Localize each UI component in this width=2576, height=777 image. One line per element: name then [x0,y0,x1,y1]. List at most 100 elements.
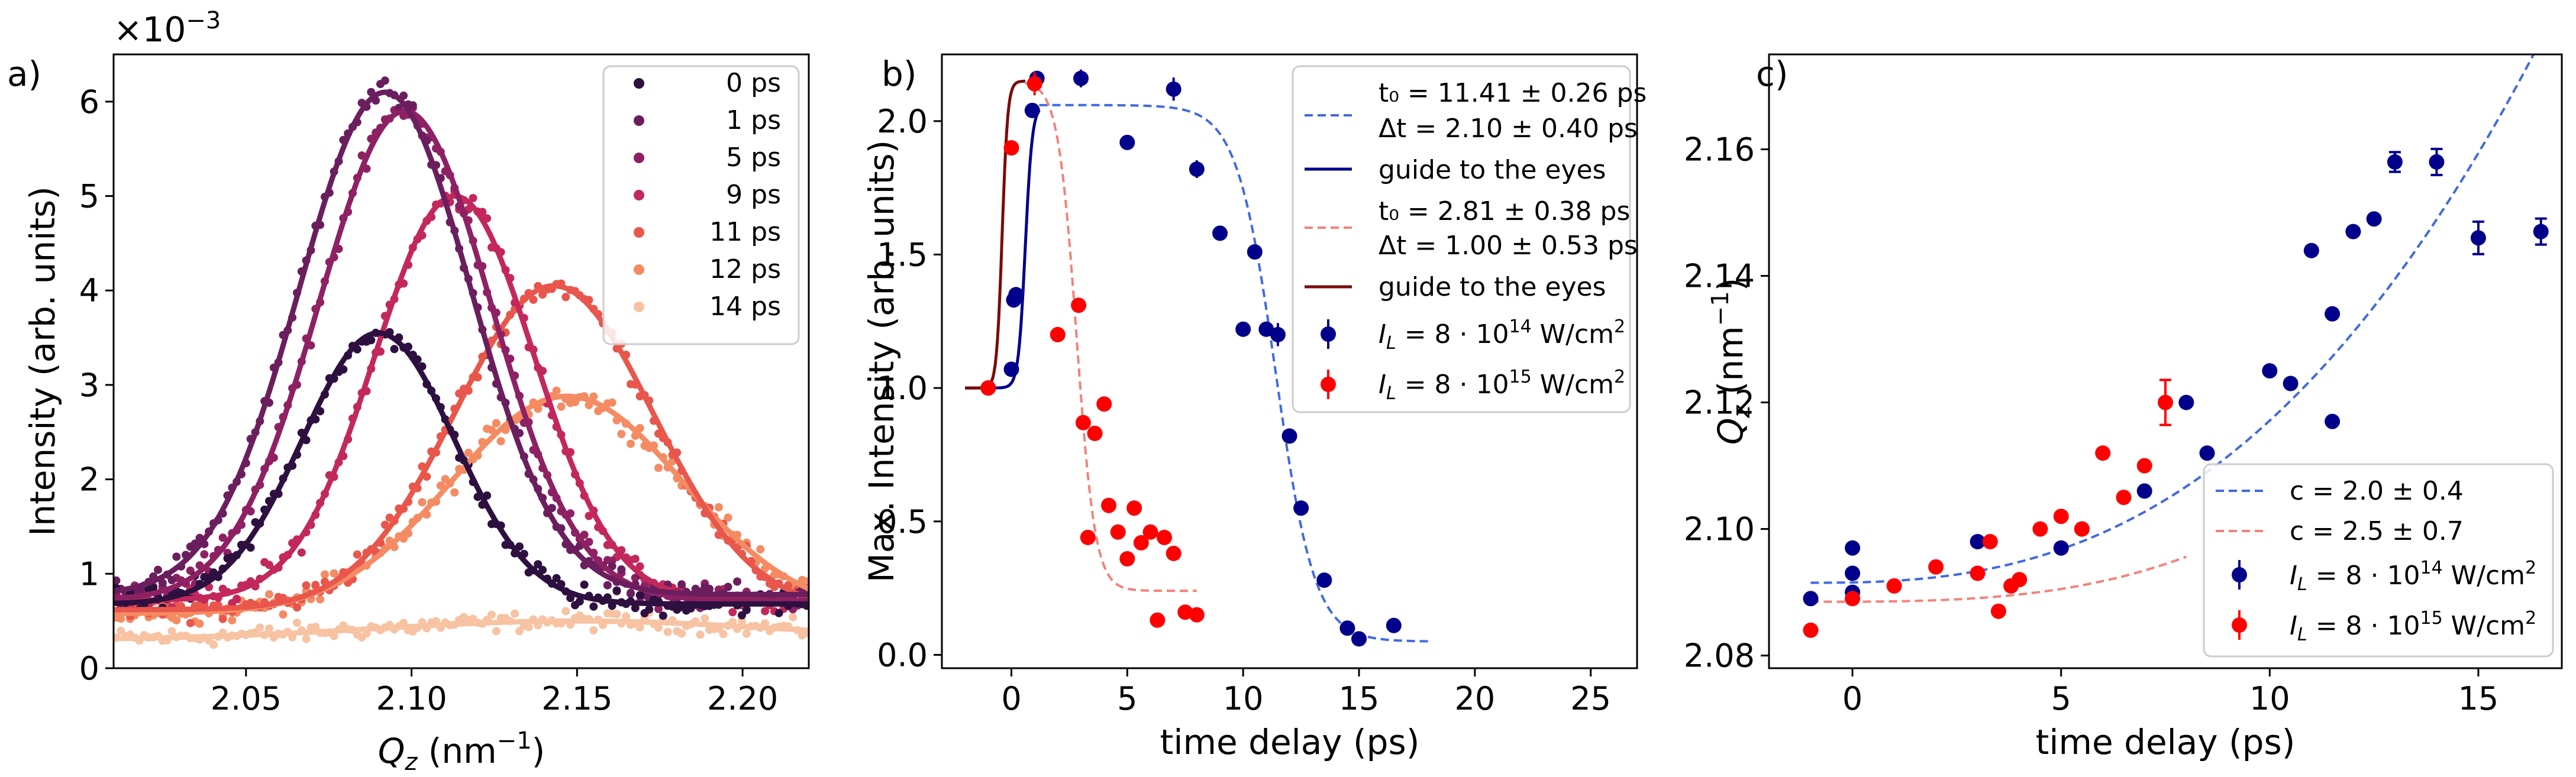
a-data-point [524,623,533,632]
a-ytick-label: 5 [79,178,99,215]
panel-b-legend: t₀ = 11.41 ± 0.26 ps Δt = 2.10 ± 0.40 ps… [1292,65,1647,413]
a-data-point [149,584,158,593]
a-data-point [311,623,320,632]
a-data-point [589,626,598,634]
c-data-point [2303,242,2319,258]
a-data-point [733,577,742,586]
a-data-point [353,550,361,559]
a-data-point [561,293,570,302]
c-data-point [2158,394,2173,410]
a-data-point [658,611,667,620]
a-data-point [390,345,399,354]
c-data-point [2325,306,2341,322]
panel-a-label: a) [7,54,41,94]
legend-a-marker [634,115,644,126]
a-data-point [464,448,473,457]
b-data-point [1177,604,1193,620]
b-data-point [1258,321,1274,337]
a-data-point [167,576,176,584]
a-data-point [654,604,663,613]
c-data-point [1970,565,1986,581]
a-data-point [557,402,566,411]
a-data-point [279,610,288,619]
legend-a-label: 0 ps [726,68,781,98]
a-data-point [293,619,301,627]
b-data-point [1235,321,1251,337]
b-ytick-label: 0.0 [877,636,928,674]
b-data-point [1073,70,1089,86]
c-ytick-label: 2.12 [1684,384,1755,422]
c-data-point [1845,565,1861,581]
panel-b-points [980,69,1402,647]
a-data-point [761,607,770,616]
legend-b-fit1-line2: Δt = 2.10 ± 0.40 ps [1379,114,1638,144]
b-data-point [1270,326,1286,342]
c-ytick-label: 2.16 [1684,131,1755,169]
c-data-point [2366,211,2382,227]
a-data-point [186,619,195,627]
a-data-point [538,565,547,574]
c-data-point [1982,534,1998,549]
a-data-point [172,552,181,561]
c-data-point [2116,490,2132,506]
a-data-point [321,570,329,579]
legend-b-guide1-label: guide to the eyes [1379,155,1606,185]
a-data-point [719,630,728,639]
a-data-point [529,295,538,304]
a-data-point [802,577,809,586]
a-data-point [696,630,705,639]
legend-c-fit1-label: c = 2.0 ± 0.4 [2290,476,2464,506]
a-data-point [233,595,241,604]
c-xtick-label: 10 [2249,680,2290,717]
c-xtick-label: 15 [2458,680,2499,717]
b-data-point [1003,140,1019,156]
b-data-point [1351,631,1367,647]
a-data-point [742,629,751,638]
a-data-point [756,545,765,553]
a-data-point [302,634,311,643]
legend-c-series2-label: IL = 8 · 1015 W/cm2 [2290,608,2536,645]
c-data-point [1886,578,1902,594]
panel-a-frame [112,53,810,669]
panel-a: a) ×10−3 2.05 2.10 2.15 2.20 0 1 2 3 4 5 6 Qz (nm… [7,7,810,776]
panel-c-x-label: time delay (ps) [2036,722,2296,762]
a-data-point [488,426,496,435]
panel-a-y-label: Intensity (arb. units) [22,186,63,536]
c-data-point [2387,154,2403,170]
a-xtick-label: 2.10 [376,680,447,717]
a-data-point [705,584,714,593]
a-data-point [450,488,459,497]
a-data-point [200,550,209,559]
a-ytick-label: 2 [79,461,99,498]
panel-c-y-label: Qz (nm−1) [1707,278,1755,445]
a-data-point [246,543,255,552]
c-data-point [2262,363,2278,379]
legend-a-label: 5 ps [726,143,781,173]
panel-a-y-axis: 0 1 2 3 4 5 6 [79,83,114,687]
b-data-point [1026,76,1042,92]
a-data-point [218,614,227,623]
a-data-point [635,562,644,571]
panel-a-curves [114,89,809,642]
a-data-point [580,530,589,539]
b-data-point [1096,396,1112,412]
panel-c-x-axis: 0 5 10 15 [1842,668,2498,717]
a-data-point [311,581,320,590]
legend-b-fit2-line1: t₀ = 2.81 ± 0.38 ps [1379,196,1630,226]
legend-a-label: 11 ps [709,217,781,247]
a-fit-curve [114,330,809,607]
legend-a-marker [634,78,644,89]
a-fit-curve [114,283,809,613]
c-data-point [2074,521,2090,537]
b-data-point [1339,620,1355,636]
panel-c-label: c) [1756,54,1789,94]
c-data-point [2053,540,2069,556]
b-fit-curve [1025,82,1197,593]
b-data-point [1071,297,1087,313]
b-data-point [1281,428,1297,444]
a-data-point [635,591,644,600]
a-data-point [645,605,654,614]
c-data-point [1803,622,1819,638]
a-data-point [256,623,264,632]
